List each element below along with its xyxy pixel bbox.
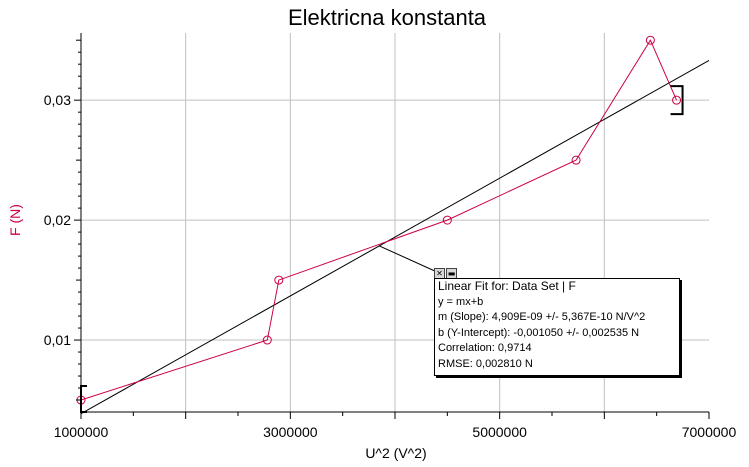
x-tick-label: 5000000 (472, 424, 527, 440)
data-point (442, 215, 452, 225)
linear-fit-box[interactable]: Linear Fit for: Data Set | F y = mx+b m … (434, 278, 680, 376)
fit-box-leader (379, 245, 438, 273)
y-tick-label: 0,03 (44, 92, 71, 108)
fit-intercept: b (Y-Intercept): -0,001050 +/- 0,002535 … (438, 326, 640, 339)
linear-fit-line (80, 59, 710, 415)
data-point (571, 155, 581, 165)
x-axis-ticks: 1000000 3000000 5000000 7000000 (54, 412, 737, 440)
range-brackets[interactable] (80, 85, 684, 414)
fit-slope: m (Slope): 4,909E-09 +/- 5,367E-10 N/V^2 (438, 311, 646, 323)
fit-line-group (80, 59, 710, 415)
x-tick-label: 1000000 (54, 424, 109, 440)
right-range-bracket (670, 85, 684, 116)
fit-box-title: Linear Fit for: Data Set | F (438, 279, 576, 293)
chart-title: Elektricna konstanta (288, 5, 487, 30)
data-point (274, 275, 284, 285)
data-point (645, 35, 655, 45)
y-axis-label: F (N) (7, 204, 23, 236)
y-axis-ticks: 0,01 0,02 0,03 (44, 39, 81, 401)
fit-box-controls: ✕ ▬ (434, 268, 457, 279)
x-tick-label: 3000000 (263, 424, 318, 440)
fit-correlation: Correlation: 0,9714 (438, 342, 532, 354)
series-line (80, 39, 678, 401)
y-tick-label: 0,01 (44, 332, 71, 348)
x-tick-label: 7000000 (682, 424, 737, 440)
x-axis-label: U^2 (V^2) (365, 445, 426, 461)
fit-rmse: RMSE: 0,002810 N (438, 357, 533, 370)
data-point (262, 335, 272, 345)
fit-equation: y = mx+b (438, 295, 484, 308)
left-range-bracket (80, 385, 87, 414)
y-tick-label: 0,02 (44, 212, 71, 228)
data-point (672, 95, 682, 105)
